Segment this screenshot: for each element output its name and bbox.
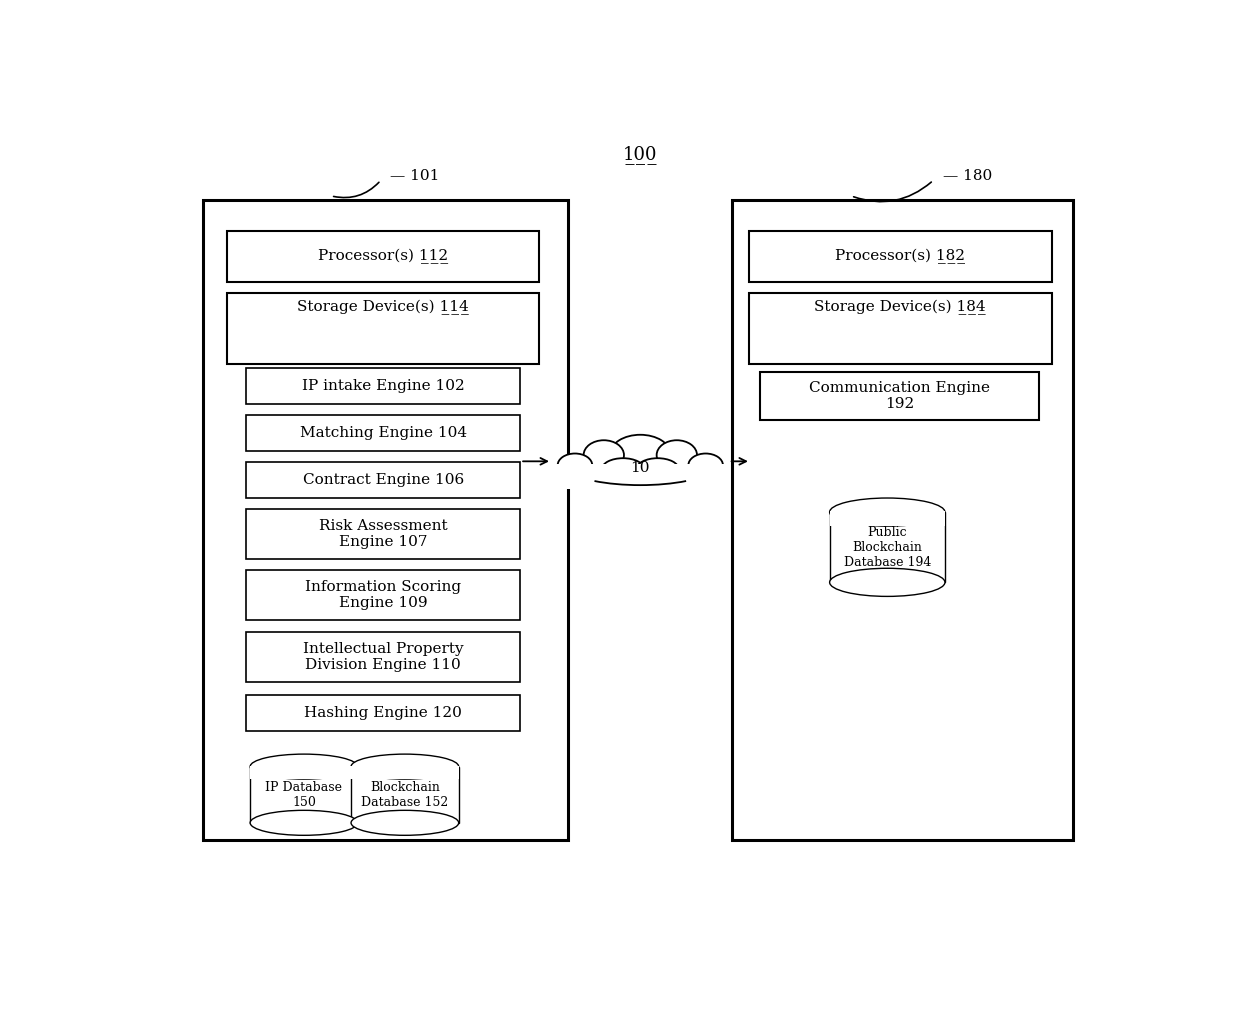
Ellipse shape (657, 440, 697, 469)
FancyBboxPatch shape (247, 633, 521, 682)
FancyBboxPatch shape (247, 695, 521, 731)
Ellipse shape (601, 458, 644, 480)
FancyBboxPatch shape (830, 512, 945, 582)
Text: Communication Engine
192: Communication Engine 192 (810, 380, 991, 411)
Ellipse shape (688, 453, 723, 477)
Ellipse shape (351, 810, 459, 836)
FancyBboxPatch shape (227, 231, 539, 282)
FancyBboxPatch shape (351, 767, 459, 822)
Text: 10: 10 (631, 460, 650, 475)
Text: Matching Engine 104: Matching Engine 104 (300, 426, 466, 440)
Text: IP intake Engine 102: IP intake Engine 102 (301, 379, 465, 393)
Ellipse shape (558, 453, 593, 477)
Ellipse shape (636, 458, 678, 480)
Ellipse shape (610, 435, 670, 473)
FancyBboxPatch shape (247, 368, 521, 405)
Text: IP Database
150: IP Database 150 (265, 781, 342, 809)
FancyBboxPatch shape (250, 767, 358, 822)
Text: Contract Engine 106: Contract Engine 106 (303, 474, 464, 487)
Text: 1̲0̲0̲: 1̲0̲0̲ (622, 145, 657, 164)
Text: Intellectual Property
Division Engine 110: Intellectual Property Division Engine 11… (303, 642, 464, 672)
FancyBboxPatch shape (247, 509, 521, 559)
Text: Information Scoring
Engine 109: Information Scoring Engine 109 (305, 580, 461, 610)
Ellipse shape (250, 754, 358, 779)
Text: Storage Device(s) 1̲1̲4̲: Storage Device(s) 1̲1̲4̲ (298, 300, 469, 315)
FancyBboxPatch shape (554, 463, 727, 489)
FancyBboxPatch shape (203, 200, 568, 840)
Text: Processor(s) 1̲8̲2̲: Processor(s) 1̲8̲2̲ (836, 248, 965, 264)
FancyBboxPatch shape (760, 371, 1039, 420)
FancyBboxPatch shape (749, 231, 1052, 282)
Text: Hashing Engine 120: Hashing Engine 120 (304, 706, 463, 720)
Ellipse shape (560, 442, 719, 489)
Ellipse shape (584, 440, 624, 469)
Ellipse shape (830, 568, 945, 596)
FancyBboxPatch shape (830, 511, 945, 526)
FancyBboxPatch shape (250, 766, 358, 779)
FancyBboxPatch shape (227, 293, 539, 364)
Ellipse shape (830, 498, 945, 526)
FancyBboxPatch shape (732, 200, 1073, 840)
Text: Processor(s) 1̲1̲2̲: Processor(s) 1̲1̲2̲ (319, 248, 449, 264)
Text: Storage Device(s) 1̲8̲4̲: Storage Device(s) 1̲8̲4̲ (815, 300, 986, 315)
Text: Public
Blockchain
Database 194: Public Blockchain Database 194 (843, 525, 931, 569)
FancyBboxPatch shape (351, 766, 459, 779)
FancyBboxPatch shape (247, 462, 521, 498)
FancyBboxPatch shape (247, 416, 521, 451)
Text: — 180: — 180 (942, 169, 992, 184)
Text: Risk Assessment
Engine 107: Risk Assessment Engine 107 (319, 519, 448, 549)
Ellipse shape (351, 754, 459, 779)
FancyBboxPatch shape (247, 570, 521, 620)
Ellipse shape (250, 810, 358, 836)
FancyBboxPatch shape (749, 293, 1052, 364)
Text: Blockchain
Database 152: Blockchain Database 152 (361, 781, 449, 809)
Text: — 101: — 101 (391, 169, 440, 184)
